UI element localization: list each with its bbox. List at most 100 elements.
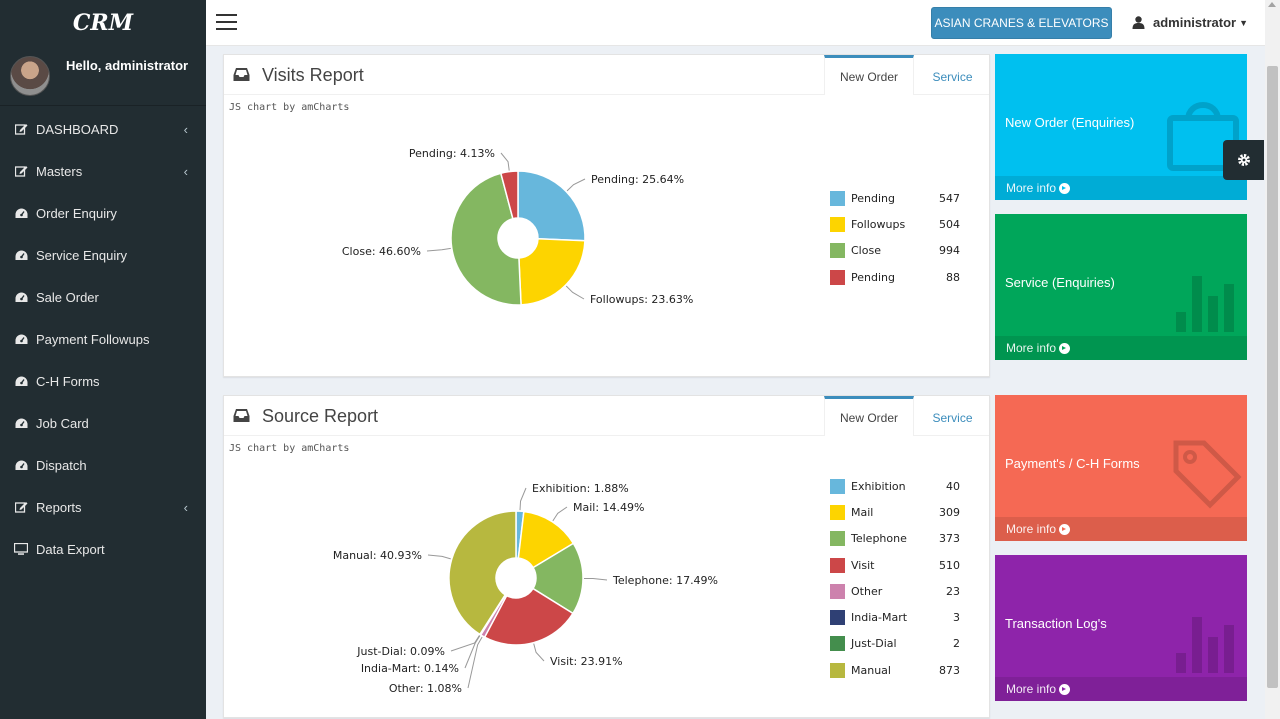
pie-slice[interactable]	[450, 172, 522, 306]
legend-swatch	[830, 610, 845, 626]
more-info-link[interactable]: More info	[995, 336, 1247, 360]
legend-item[interactable]: Followups 504	[830, 211, 960, 237]
pie-slice[interactable]	[499, 170, 519, 220]
label-leader-line	[426, 247, 451, 252]
tile-service-enquiries[interactable]: Service (Enquiries) More info	[995, 214, 1247, 360]
legend-item[interactable]: Telephone 373	[830, 526, 960, 552]
page-scrollbar[interactable]	[1265, 0, 1280, 719]
more-info-link[interactable]: More info	[995, 176, 1247, 200]
scrollbar-thumb[interactable]	[1267, 66, 1278, 688]
label-leader-line	[583, 577, 608, 581]
tile-new-order-enquiries[interactable]: New Order (Enquiries) More info	[995, 54, 1247, 200]
source-report-box: Source Report New Order Service JS chart…	[223, 395, 990, 718]
arrow-circle-right-icon	[1059, 342, 1071, 354]
label-leader-line	[464, 635, 481, 669]
tab-service[interactable]: Service	[932, 69, 973, 84]
tile-title: Service (Enquiries)	[1005, 275, 1115, 290]
label-leader-line	[467, 636, 483, 689]
pie-slice[interactable]	[517, 170, 586, 242]
dashboard-icon	[14, 291, 28, 303]
tab-service[interactable]: Service	[932, 410, 973, 425]
dashboard-icon	[14, 417, 28, 429]
more-info-link[interactable]: More info	[995, 517, 1247, 541]
legend-item[interactable]: Visit 510	[830, 552, 960, 578]
sidebar-item-reports[interactable]: Reports ‹	[0, 486, 206, 528]
gear-icon	[1237, 154, 1250, 166]
pie-slice[interactable]	[483, 587, 574, 646]
legend-item[interactable]: Mail 309	[830, 499, 960, 525]
legend-item[interactable]: Manual 873	[830, 657, 960, 683]
legend-swatch	[830, 269, 845, 285]
sidebar-item-label: Job Card	[36, 415, 89, 431]
pie-slice[interactable]	[448, 510, 517, 636]
source-pie-chart[interactable]: Exhibition: 1.88% Mail: 14.49% Telephone: …	[224, 396, 991, 719]
sidebar-item-payment-followups[interactable]: Payment Followups	[0, 318, 206, 360]
tile-title: New Order (Enquiries)	[1005, 115, 1135, 130]
more-info-link[interactable]: More info	[995, 677, 1247, 701]
sidebar-item-label: Reports	[36, 499, 82, 515]
legend-item[interactable]: Close 994	[830, 238, 960, 264]
legend-swatch	[830, 190, 845, 206]
sidebar-item-data-export[interactable]: Data Export	[0, 528, 206, 570]
label-leader-line	[519, 487, 527, 511]
legend-swatch	[830, 636, 845, 652]
app-logo[interactable]: CRM	[72, 10, 134, 36]
slice-label: Pending: 25.64%	[591, 173, 684, 186]
arrow-circle-right-icon	[1059, 683, 1071, 695]
sidebar-item-sale-order[interactable]: Sale Order	[0, 276, 206, 318]
slice-label: Close: 46.60%	[342, 245, 421, 258]
scroll-up-icon[interactable]	[1268, 2, 1276, 7]
company-button[interactable]: ASIAN CRANES & ELEVATORS	[931, 7, 1112, 39]
arrow-circle-right-icon	[1059, 182, 1071, 194]
sidebar-item-label: Sale Order	[36, 289, 99, 305]
legend-item[interactable]: Pending 547	[830, 185, 960, 211]
sidebar-item-dispatch[interactable]: Dispatch	[0, 444, 206, 486]
visits-report-box: Visits Report New Order Service JS chart…	[223, 54, 990, 377]
sidebar-item-dashboard[interactable]: DASHBOARD ‹	[0, 108, 206, 150]
legend-swatch	[830, 662, 845, 678]
tab-new-order[interactable]: New Order	[824, 55, 914, 95]
sidebar-item-label: C-H Forms	[36, 373, 100, 389]
settings-gear-button[interactable]	[1223, 140, 1264, 180]
sidebar-item-masters[interactable]: Masters ‹	[0, 150, 206, 192]
slice-label: India-Mart: 0.14%	[361, 662, 459, 675]
box-header: Visits Report New Order Service	[224, 55, 989, 95]
chart-legend: Pending 547 Followups 504 Close 994 Pending…	[830, 185, 960, 290]
user-menu[interactable]: administrator ▼	[1132, 15, 1248, 30]
tile-transaction-logs[interactable]: Transaction Log's More info	[995, 555, 1247, 701]
chevron-left-icon: ‹	[183, 163, 188, 179]
chart-credit[interactable]: JS chart by amCharts	[229, 443, 350, 454]
chevron-left-icon: ‹	[183, 499, 188, 515]
legend-item[interactable]: Pending 88	[830, 264, 960, 290]
dashboard-icon	[14, 375, 28, 387]
legend-item[interactable]: Just-Dial 2	[830, 631, 960, 657]
sidebar-item-ch-forms[interactable]: C-H Forms	[0, 360, 206, 402]
sidebar-toggle-icon[interactable]	[216, 14, 237, 30]
legend-swatch	[830, 243, 845, 259]
box-title: Visits Report	[262, 65, 364, 85]
label-leader-line	[450, 635, 480, 652]
top-navbar: ASIAN CRANES & ELEVATORS administrator ▼	[206, 0, 1265, 46]
legend-item[interactable]: Other 23	[830, 578, 960, 604]
bar-chart-icon	[1176, 617, 1234, 673]
legend-swatch	[830, 478, 845, 494]
visits-pie-chart[interactable]: Pending: 25.64% Followups: 23.63% Close: 4…	[224, 55, 991, 378]
legend-item[interactable]: India-Mart 3	[830, 604, 960, 630]
dashboard-icon	[14, 207, 28, 219]
slice-label: Mail: 14.49%	[573, 501, 645, 514]
sidebar-item-label: Payment Followups	[36, 331, 150, 347]
sidebar-item-job-card[interactable]: Job Card	[0, 402, 206, 444]
box-title: Source Report	[262, 406, 379, 426]
tile-payments-ch-forms[interactable]: Payment's / C-H Forms More info	[995, 395, 1247, 541]
sidebar-item-label: Order Enquiry	[36, 205, 117, 221]
sidebar-item-service-enquiry[interactable]: Service Enquiry	[0, 234, 206, 276]
legend-swatch	[830, 216, 845, 232]
sidebar-item-order-enquiry[interactable]: Order Enquiry	[0, 192, 206, 234]
slice-label: Other: 1.08%	[389, 682, 462, 695]
sidebar-item-label: Service Enquiry	[36, 247, 128, 263]
pie-slice[interactable]	[518, 238, 586, 306]
chart-credit[interactable]: JS chart by amCharts	[229, 102, 350, 113]
tab-new-order[interactable]: New Order	[824, 396, 914, 436]
label-leader-line	[552, 506, 568, 522]
legend-item[interactable]: Exhibition 40	[830, 473, 960, 499]
